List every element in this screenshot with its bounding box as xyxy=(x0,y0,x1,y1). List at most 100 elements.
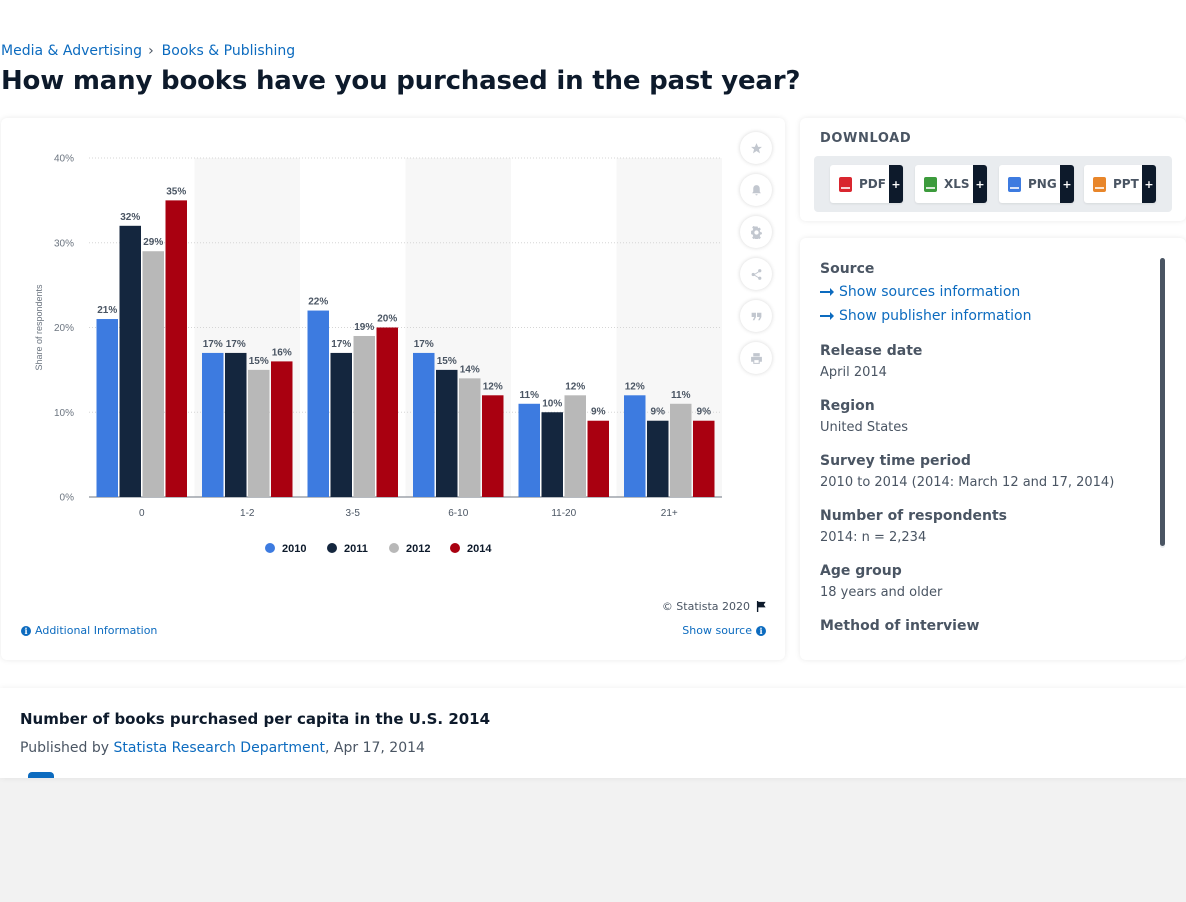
cite-button[interactable] xyxy=(740,300,772,332)
data-label: 10% xyxy=(542,398,562,409)
source-scrollbar-thumb[interactable] xyxy=(1160,258,1165,546)
bar-2010-11-20 xyxy=(518,403,540,497)
download-xls-button[interactable]: XLS + xyxy=(915,165,987,203)
show-publisher-link[interactable]: Show publisher information xyxy=(820,308,1031,324)
data-label: 19% xyxy=(354,322,374,333)
breadcrumb-media-advertising[interactable]: Media & Advertising xyxy=(1,43,143,59)
data-label: 32% xyxy=(120,212,140,223)
page-content: Media & Advertising › Books & Publishing… xyxy=(0,0,1186,778)
arrow-right-icon xyxy=(820,288,834,296)
info-icon: i xyxy=(21,625,31,636)
download-pdf-button[interactable]: PDF + xyxy=(830,165,903,203)
data-label: 9% xyxy=(591,407,606,418)
respondents-heading: Number of respondents xyxy=(820,508,1007,524)
publisher-link[interactable]: Statista Research Department xyxy=(113,740,326,756)
settings-button[interactable] xyxy=(740,216,772,248)
bar-2011-21+ xyxy=(647,420,669,497)
bar-2010-1-2 xyxy=(202,352,224,497)
download-png-button[interactable]: PNG + xyxy=(999,165,1074,203)
age-group-value: 18 years and older xyxy=(820,585,943,600)
y-tick-label: 30% xyxy=(54,238,74,249)
bar-2014-1-2 xyxy=(271,361,293,497)
additional-information-link[interactable]: i Additional Information xyxy=(21,624,157,637)
publish-date: , Apr 17, 2014 xyxy=(325,740,425,756)
legend-marker-2014 xyxy=(450,543,460,553)
bar-2011-11-20 xyxy=(541,412,563,497)
bar-2012-3-5 xyxy=(353,335,375,497)
age-group-heading: Age group xyxy=(820,563,902,579)
bar-2010-6-10 xyxy=(413,352,435,497)
page-title: How many books have you purchased in the… xyxy=(1,66,801,96)
legend-marker-2010 xyxy=(265,543,275,553)
bar-2010-0 xyxy=(96,319,118,497)
data-label: 17% xyxy=(226,339,246,350)
legend-label: 2010 xyxy=(282,543,306,555)
download-pdf-label: PDF xyxy=(859,177,886,191)
source-scrollbar[interactable] xyxy=(1160,258,1165,548)
data-label: 11% xyxy=(520,390,540,401)
data-label: 14% xyxy=(460,364,480,375)
bar-2014-6-10 xyxy=(482,395,504,497)
chart-card: 0% 10% 20% 30% 40% Share of respondents 21% 32%… xyxy=(1,118,785,660)
share-button[interactable] xyxy=(740,258,772,290)
notification-button[interactable] xyxy=(740,174,772,206)
xls-file-icon xyxy=(924,176,937,192)
interview-method-heading: Method of interview xyxy=(820,618,980,634)
plus-icon: + xyxy=(1060,165,1074,203)
gear-icon xyxy=(750,225,762,239)
star-icon xyxy=(750,142,762,153)
data-label: 16% xyxy=(272,347,292,358)
bar-2011-6-10 xyxy=(436,369,458,497)
related-statistic-card: Number of books purchased per capita in … xyxy=(0,688,1186,778)
data-label: 11% xyxy=(671,390,691,401)
source-card: Source Show sources information Show pub… xyxy=(800,238,1186,660)
favorite-button[interactable] xyxy=(740,132,772,164)
show-publisher-label: Show publisher information xyxy=(839,308,1032,324)
bar-2011-3-5 xyxy=(330,352,352,497)
y-tick-label: 40% xyxy=(54,154,74,165)
bar-2012-0 xyxy=(142,251,164,497)
download-ppt-button[interactable]: PPT + xyxy=(1084,165,1156,203)
survey-period-value: 2010 to 2014 (2014: March 12 and 17, 201… xyxy=(820,475,1115,490)
flag-icon[interactable] xyxy=(756,601,767,612)
x-tick-label: 0 xyxy=(139,508,145,519)
data-label: 22% xyxy=(308,297,328,308)
legend-marker-2011 xyxy=(327,543,337,553)
copyright-text: © Statista 2020 xyxy=(661,600,750,613)
show-sources-link[interactable]: Show sources information xyxy=(820,284,1020,300)
x-tick-label: 11-20 xyxy=(551,508,576,519)
related-statistic-title[interactable]: Number of books purchased per capita in … xyxy=(20,710,491,728)
plus-icon: + xyxy=(889,165,903,203)
show-sources-label: Show sources information xyxy=(839,284,1021,300)
download-xls-label: XLS xyxy=(944,177,970,191)
region-value: United States xyxy=(820,420,909,435)
show-source-link[interactable]: Show source i xyxy=(682,624,766,637)
data-label: 12% xyxy=(483,381,503,392)
bar-2014-3-5 xyxy=(376,327,398,497)
bar-2014-0 xyxy=(165,200,187,497)
x-tick-label: 1-2 xyxy=(240,508,255,519)
additional-information-label: Additional Information xyxy=(35,624,158,637)
bar-2011-1-2 xyxy=(225,352,247,497)
data-label: 12% xyxy=(565,381,585,392)
bar-2010-21+ xyxy=(624,395,646,497)
data-label: 17% xyxy=(414,339,434,350)
breadcrumb-books-publishing[interactable]: Books & Publishing xyxy=(161,43,296,59)
print-button[interactable] xyxy=(740,342,772,374)
published-by-label: Published by xyxy=(20,740,114,756)
bar-2010-3-5 xyxy=(307,310,329,497)
x-tick-label: 21+ xyxy=(661,508,678,519)
show-source-label: Show source xyxy=(682,624,752,637)
data-label: 20% xyxy=(377,314,397,325)
print-icon xyxy=(750,352,762,364)
y-tick-label: 0% xyxy=(60,493,75,504)
plus-icon: + xyxy=(1142,165,1156,203)
bar-2011-0 xyxy=(119,225,141,498)
bell-icon xyxy=(751,184,761,195)
bar-2014-21+ xyxy=(693,420,715,497)
data-label: 12% xyxy=(625,381,645,392)
source-heading: Source xyxy=(820,261,875,277)
arrow-right-icon xyxy=(820,312,834,320)
breadcrumb-separator: › xyxy=(148,43,154,59)
pdf-file-icon xyxy=(839,176,852,192)
